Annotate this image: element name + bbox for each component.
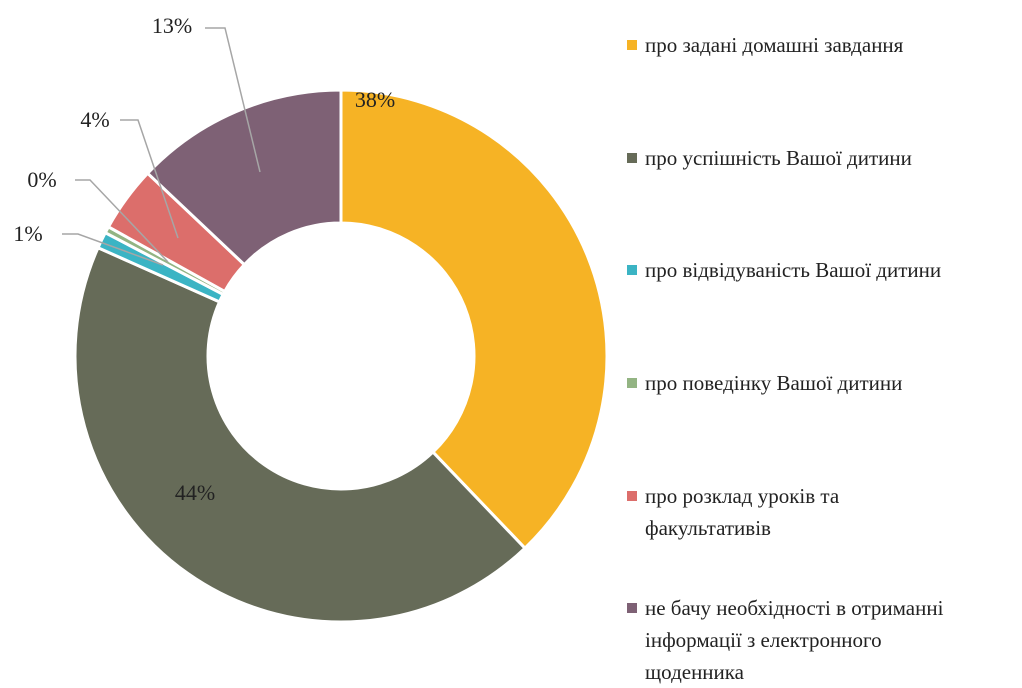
data-label: 38% [355, 87, 395, 112]
donut-slice [145, 88, 343, 267]
legend-swatch [627, 153, 637, 163]
legend-swatch [627, 491, 637, 501]
data-label: 0% [27, 167, 56, 192]
leader-line [62, 233, 164, 266]
data-label: 4% [80, 107, 109, 132]
data-label: 13% [152, 13, 192, 38]
legend-label: не бачу необхідності в отриманні інформа… [645, 596, 944, 684]
leader-line [120, 119, 179, 239]
legend-swatch [627, 265, 637, 275]
leader-line [205, 27, 261, 173]
data-label: 1% [13, 221, 42, 246]
legend-swatch [627, 40, 637, 50]
chart: 38% 44% 1% 0% 4% 13% [13, 13, 609, 624]
legend-swatch [627, 603, 637, 613]
legend-label: про успішність Вашої дитини [645, 146, 912, 170]
legend-label: про відвідуваність Вашої дитини [645, 258, 942, 282]
legend-label: про розклад уроків та факультативів [645, 484, 840, 540]
legend-label: про поведінку Вашої дитини [645, 371, 903, 395]
legend-label: про задані домашні завдання [645, 33, 904, 57]
leader-line [75, 179, 169, 263]
legend-swatch [627, 378, 637, 388]
data-label: 44% [175, 480, 215, 505]
donut-slice [73, 245, 528, 624]
donut-slice [339, 88, 609, 551]
